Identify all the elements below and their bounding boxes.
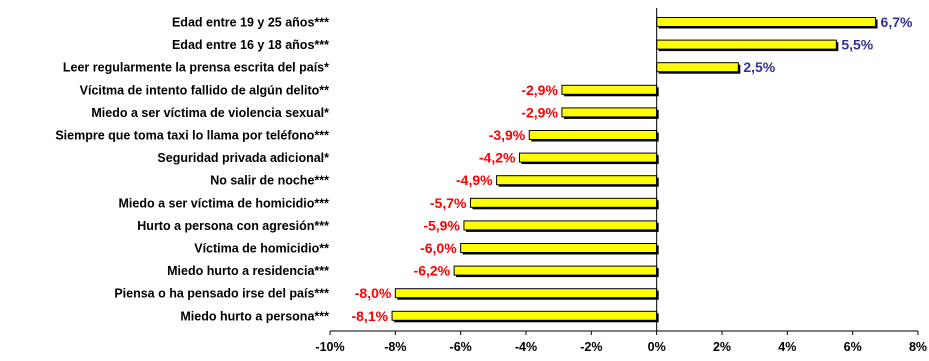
category-label: Miedo a ser víctima de homicidio*** — [119, 196, 330, 210]
bar — [656, 39, 837, 50]
data-label: -6,2% — [414, 263, 451, 279]
data-label: -2,9% — [521, 104, 558, 120]
data-label: -8,0% — [355, 285, 392, 301]
bar — [463, 220, 658, 231]
bar — [496, 175, 658, 186]
x-tick-label: 0% — [648, 340, 666, 354]
bar — [656, 62, 739, 73]
data-label: -2,9% — [521, 82, 558, 98]
x-tick-label: 2% — [713, 340, 731, 354]
x-tick-label: -10% — [315, 340, 344, 354]
x-tick-label: -4% — [515, 340, 537, 354]
bar — [561, 107, 658, 118]
data-label: -5,9% — [423, 217, 460, 233]
category-label: Hurto a persona con agresión*** — [137, 219, 329, 233]
category-label: No salir de noche*** — [210, 174, 329, 188]
bar — [460, 243, 658, 253]
x-tick-label: 6% — [844, 340, 862, 354]
category-label: Miedo a ser víctima de violencia sexual* — [91, 106, 329, 120]
bar — [561, 84, 658, 95]
data-label: -4,9% — [456, 172, 493, 188]
data-label: -8,1% — [351, 308, 388, 324]
data-label: -6,0% — [420, 240, 457, 256]
data-label: -5,7% — [430, 195, 467, 211]
x-tick-label: -2% — [580, 340, 602, 354]
category-label: Edad entre 19 y 25 años*** — [172, 16, 329, 30]
data-label: 2,5% — [743, 59, 775, 75]
category-label: Miedo hurto a persona*** — [180, 309, 329, 323]
bar — [528, 130, 658, 140]
bar — [469, 197, 658, 208]
data-label: -4,2% — [479, 150, 516, 166]
bar — [518, 152, 658, 163]
bar — [453, 265, 658, 276]
data-label: 6,7% — [881, 14, 913, 30]
x-tick-label: 8% — [909, 340, 927, 354]
bar — [391, 310, 658, 321]
x-tick-label: -8% — [384, 340, 406, 354]
category-label: Piensa o ha pensado irse del país*** — [114, 287, 329, 301]
x-tick-label: -6% — [450, 340, 472, 354]
category-label: Siempre que toma taxi lo llama por teléf… — [55, 129, 329, 143]
category-label: Víctima de homicidio** — [194, 242, 329, 256]
category-label: Edad entre 16 y 18 años*** — [172, 38, 329, 52]
category-label: Leer regularmente la prensa escrita del … — [63, 61, 329, 75]
data-label: -3,9% — [489, 127, 526, 143]
bar — [656, 17, 877, 27]
category-label: Vícitma de intento fallido de algún deli… — [80, 83, 329, 97]
data-label: 5,5% — [841, 37, 873, 53]
x-tick-label: 4% — [778, 340, 796, 354]
bar — [394, 288, 658, 299]
category-label: Miedo hurto a residencia*** — [167, 264, 329, 278]
category-label: Seguridad privada adicional* — [157, 151, 329, 165]
